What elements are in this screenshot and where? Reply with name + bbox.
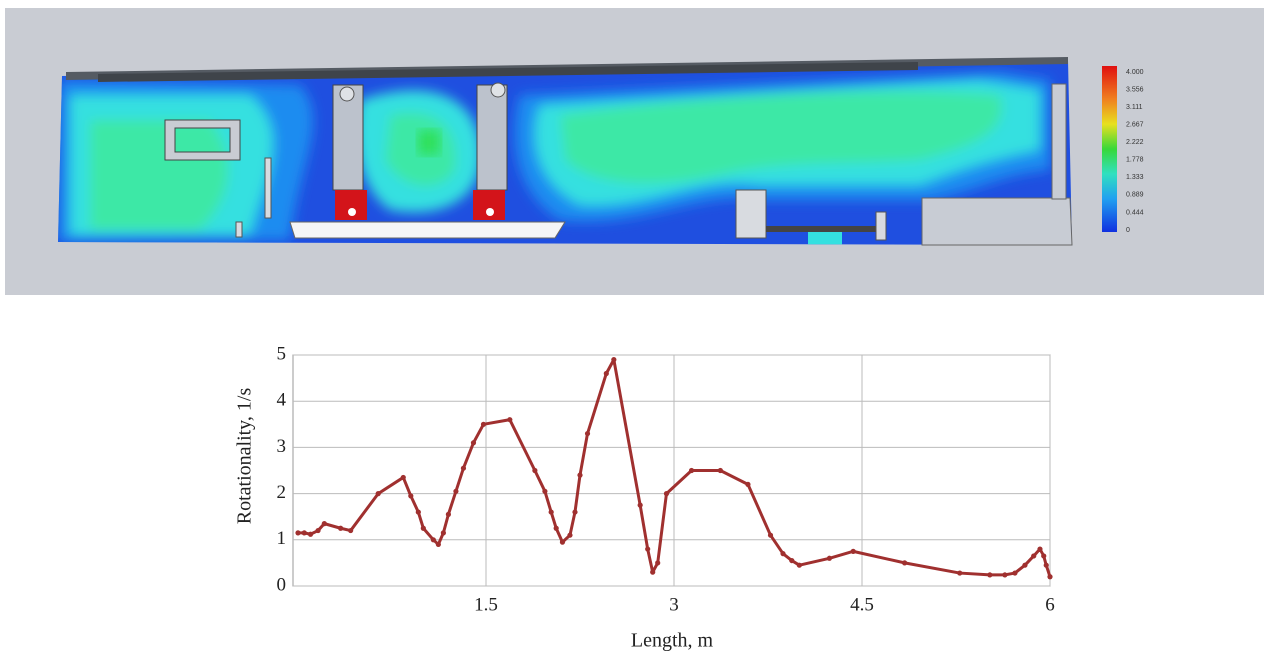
data-point [307,531,314,537]
data-point [435,541,441,548]
colorbar-label: 2.667 [1126,122,1144,129]
colorbar-label: 3.556 [1126,86,1144,93]
data-point [559,539,566,545]
colorbar-label: 1.778 [1126,157,1144,164]
data-point [826,555,833,561]
data-point [611,357,617,363]
data-point [655,560,661,566]
data-point [321,521,327,527]
data-point [420,525,426,531]
x-tick-label: 6 [1045,594,1055,615]
data-point [375,491,381,497]
data-point [408,493,414,499]
x-tick-label: 1.5 [474,594,498,615]
y-tick-label: 1 [277,528,287,549]
data-point [1043,562,1049,568]
data-point [637,502,643,508]
colorbar-label: 3.111 [1126,104,1143,111]
data-point [987,572,993,578]
y-tick-label: 3 [277,436,287,457]
data-point [445,511,451,517]
data-point [1037,546,1043,552]
data-point [603,370,609,377]
data-point [717,467,723,474]
data-point [572,509,578,515]
data-point [584,430,591,437]
data-point [470,440,477,446]
data-point [315,527,321,534]
data-point [567,532,573,538]
data-point [415,509,421,515]
x-tick-label: 4.5 [850,594,874,615]
line-chart: Rotationality, 1/s Length, m 0 1 2 3 4 5 1.5 3 4… [234,343,1055,652]
y-tick-label: 0 [277,574,287,595]
contour-field [58,60,1072,245]
data-point [453,488,459,494]
y-tick-label: 2 [277,482,287,503]
data-point [430,537,436,543]
data-point [650,569,656,575]
data-point [745,481,751,487]
colorbar-label: 0.889 [1126,192,1144,199]
colorbar-label: 4.000 [1126,69,1144,76]
data-point [400,474,406,481]
data-point [645,546,651,552]
data-point [1041,553,1047,559]
data-point [789,557,795,564]
data-point [295,530,301,536]
colorbar-label: 1.333 [1126,174,1144,181]
data-point [767,532,774,538]
data-point [301,530,307,536]
y-tick-label: 4 [277,390,287,411]
data-point [1002,572,1008,578]
data-point [338,525,344,531]
x-axis-label: Length, m [631,630,714,652]
plot-area [292,354,1051,587]
data-point [542,488,548,494]
data-point [1047,574,1053,580]
data-point [796,562,802,568]
data-point [440,530,446,536]
data-point [850,548,856,554]
x-tick-label: 3 [669,594,679,615]
data-point [553,525,559,531]
colorbar-label: 0 [1126,227,1130,234]
colorbar-label: 0.444 [1126,209,1144,216]
data-point [460,465,467,471]
data-point [480,421,487,427]
data-point [688,467,695,474]
data-point [507,417,513,423]
data-point [532,467,538,474]
data-point [957,570,963,576]
y-tick-label: 5 [277,343,287,364]
data-point [780,551,786,557]
data-point [902,560,908,566]
data-point [577,472,583,478]
data-point [1031,553,1037,559]
data-point [1022,562,1028,568]
colorbar [1102,66,1117,232]
colorbar-label: 2.222 [1126,139,1144,146]
data-point [1012,570,1018,576]
data-point [348,527,354,534]
y-axis-label: Rotationality, 1/s [234,388,256,525]
data-point [663,491,670,497]
contour-figure: 4.000 3.556 3.111 2.667 2.222 1.778 1.333 0.889… [5,8,1264,295]
data-point [548,509,554,515]
